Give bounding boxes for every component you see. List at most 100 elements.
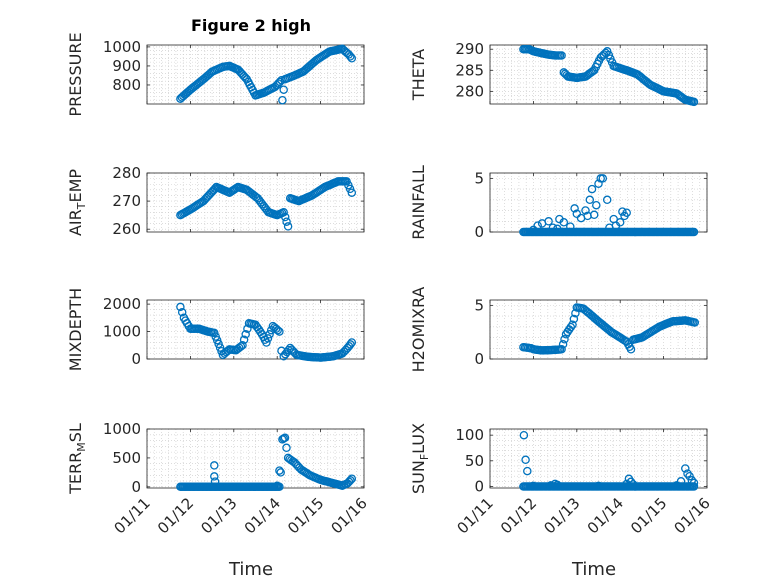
y-axis-label-air_temp: AIRTEMP (66, 169, 88, 236)
data-point (598, 174, 608, 183)
data-point (177, 308, 187, 317)
data-point (279, 85, 288, 94)
y-axis-label-pressure: PRESSURE (66, 32, 85, 116)
data-point (280, 433, 290, 442)
data-point (602, 195, 612, 205)
y-axis-label-rainfall: RAINFALL (409, 165, 428, 240)
y-tick-label: 0 (131, 350, 141, 368)
data-point (683, 469, 692, 478)
data-point (519, 430, 529, 440)
data-point (553, 224, 562, 234)
data-point (618, 207, 627, 216)
x-tick-label: 01/11 (454, 494, 497, 537)
data-point (687, 476, 697, 485)
data-point (282, 443, 291, 453)
data-point (628, 480, 638, 489)
data-point (212, 335, 222, 345)
y-tick-label: 280 (455, 82, 484, 100)
y-tick-label: 270 (112, 192, 141, 210)
x-tick-label: 01/14 (584, 494, 627, 537)
data-point (176, 302, 185, 312)
x-tick-label: 01/12 (497, 494, 540, 537)
data-point (685, 471, 694, 481)
data-point (553, 480, 562, 490)
data-point (560, 335, 569, 344)
data-point (210, 477, 220, 486)
data-point (346, 340, 355, 349)
y-tick-label: 0 (474, 223, 484, 241)
y-tick-label: 50 (465, 452, 484, 470)
y-tick-label: 0 (474, 350, 484, 368)
y-axis-label-h2omixra: H2OMIXRA (409, 287, 428, 373)
data-point (346, 476, 355, 485)
data-point (529, 481, 538, 491)
data-point (592, 200, 601, 210)
data-point (239, 335, 249, 345)
data-point (566, 222, 575, 231)
data-point (589, 210, 599, 220)
y-tick-label: 900 (112, 57, 141, 75)
x-tick-label: 01/16 (328, 494, 371, 537)
data-point (681, 464, 690, 473)
y-axis-label-sun_flux: SUNFLUX (409, 423, 431, 494)
data-point (626, 477, 636, 487)
data-point (572, 209, 582, 219)
data-point (273, 325, 282, 335)
data-point (676, 477, 686, 486)
data-point (347, 474, 357, 483)
data-point (587, 184, 597, 194)
y-tick-label: 1000 (103, 38, 141, 56)
subplot-h2omixra: 0 5 H2OMIXRA (409, 287, 708, 373)
x-axis-label-right: Time (571, 559, 616, 580)
data-point (570, 204, 579, 213)
y-axis-label-terr_msl: TERRMSL (66, 423, 88, 495)
data-point (214, 339, 223, 349)
x-tick-label: 01/12 (154, 494, 197, 537)
data-point (241, 73, 250, 82)
data-point (566, 322, 576, 332)
data-point (272, 481, 282, 490)
y-tick-label: 800 (112, 76, 141, 94)
data-point (279, 208, 288, 217)
data-point (585, 195, 595, 205)
y-tick-label: 0 (131, 478, 141, 496)
data-point (275, 466, 284, 475)
x-axis-label-left: Time (228, 559, 273, 580)
data-point (210, 461, 219, 470)
x-tick-label: 01/16 (671, 494, 714, 537)
data-point (529, 225, 538, 235)
data-point (622, 208, 631, 217)
x-tick-label: 01/13 (197, 494, 240, 537)
data-point (346, 52, 355, 61)
y-axis-label-mixdepth: MIXDEPTH (66, 288, 85, 371)
y-tick-label: 5 (474, 296, 484, 314)
data-point (581, 206, 590, 215)
data-point (626, 345, 636, 354)
data-point (690, 318, 700, 327)
data-point (347, 54, 357, 63)
data-point (546, 481, 556, 490)
data-point (615, 218, 625, 227)
y-tick-label: 1000 (103, 323, 141, 341)
y-tick-label: 5 (474, 169, 484, 187)
subplot-terr_msl: 01/11 01/12 01/13 01/14 01/15 01/16 0 500 1000 TE… (66, 420, 371, 537)
data-point (283, 222, 293, 231)
y-tick-label: 2000 (103, 295, 141, 313)
data-point (523, 466, 532, 476)
subplot-air_temp: 260 270 280 AIRTEMP (66, 164, 365, 238)
data-point (238, 341, 247, 350)
x-tick-label: 01/11 (111, 494, 154, 537)
y-axis-label-theta: THETA (409, 49, 428, 101)
axes-box (146, 44, 365, 105)
data-point (689, 478, 699, 488)
data-point (347, 188, 357, 197)
data-point (568, 320, 577, 329)
x-tick-label: 01/15 (627, 494, 670, 537)
data-point (210, 328, 219, 338)
data-point (689, 227, 699, 237)
axes-box (489, 44, 708, 105)
data-point (559, 218, 569, 227)
y-tick-label: 0 (474, 477, 484, 495)
x-tick-label: 01/13 (540, 494, 583, 537)
